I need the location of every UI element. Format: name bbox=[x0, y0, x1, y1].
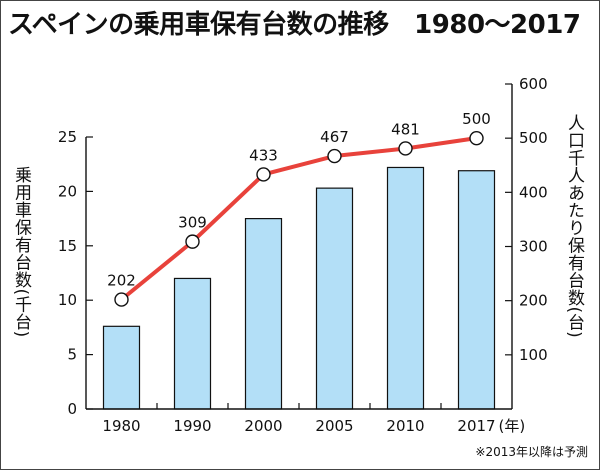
line-data-label-2010: 481 bbox=[391, 120, 420, 138]
bar-2000 bbox=[244, 218, 283, 410]
left-tick-label: 10 bbox=[58, 291, 77, 309]
footnote: ※2013年以降は予測 bbox=[475, 445, 588, 459]
x-tick-label-2017: 2017 bbox=[457, 417, 495, 435]
bar-2010 bbox=[386, 166, 425, 410]
bar-1980 bbox=[102, 325, 141, 410]
line-point-2000 bbox=[256, 167, 271, 182]
x-tick-label-2000: 2000 bbox=[244, 417, 282, 435]
line-data-label-2017: 500 bbox=[462, 110, 491, 128]
right-tick-label: 100 bbox=[519, 346, 548, 364]
x-unit-label: (年) bbox=[499, 417, 526, 435]
bar-2017 bbox=[457, 170, 496, 410]
chart-title: スペインの乗用車保有台数の推移 1980～2017 bbox=[8, 10, 581, 40]
tick-labels: 0 5 10 15 20 25 100 200 300 400 500 600 1980 1990 2000… bbox=[58, 75, 548, 435]
left-axis-label: 乗用車保有台数(千台) bbox=[11, 166, 31, 338]
right-tick-label: 300 bbox=[519, 238, 548, 256]
line-point-2017 bbox=[469, 130, 484, 146]
line-data-label-2000: 433 bbox=[249, 146, 278, 164]
right-axis-label: 人口千人あたり保有台数(台) bbox=[564, 114, 584, 339]
bar-2005 bbox=[315, 187, 354, 410]
line-data-label-1980: 202 bbox=[107, 272, 136, 290]
axes bbox=[85, 83, 513, 410]
bar-series bbox=[102, 166, 496, 410]
x-tick-label-2005: 2005 bbox=[315, 417, 353, 435]
left-tick-label: 15 bbox=[58, 237, 77, 255]
line-path bbox=[120, 136, 477, 302]
right-tick-label: 400 bbox=[519, 183, 548, 201]
x-tick-label-2010: 2010 bbox=[386, 417, 424, 435]
line-point-1980 bbox=[114, 292, 129, 307]
line-point-2010 bbox=[398, 141, 413, 156]
x-tick-label-1990: 1990 bbox=[173, 417, 211, 435]
left-tick-label: 25 bbox=[58, 128, 77, 146]
left-tick-label: 0 bbox=[67, 400, 77, 418]
left-tick-label: 5 bbox=[67, 346, 77, 364]
right-tick-label: 500 bbox=[519, 129, 548, 147]
line-point-1990 bbox=[185, 234, 200, 249]
line-series bbox=[114, 130, 484, 307]
right-tick-label: 600 bbox=[519, 75, 548, 93]
x-tick-label-1980: 1980 bbox=[102, 417, 140, 435]
bar-1990 bbox=[173, 277, 212, 410]
line-data-label-2005: 467 bbox=[320, 128, 349, 146]
right-tick-label: 200 bbox=[519, 292, 548, 310]
line-point-2005 bbox=[327, 148, 342, 164]
line-data-label-1990: 309 bbox=[178, 214, 207, 232]
left-tick-label: 20 bbox=[58, 182, 77, 200]
